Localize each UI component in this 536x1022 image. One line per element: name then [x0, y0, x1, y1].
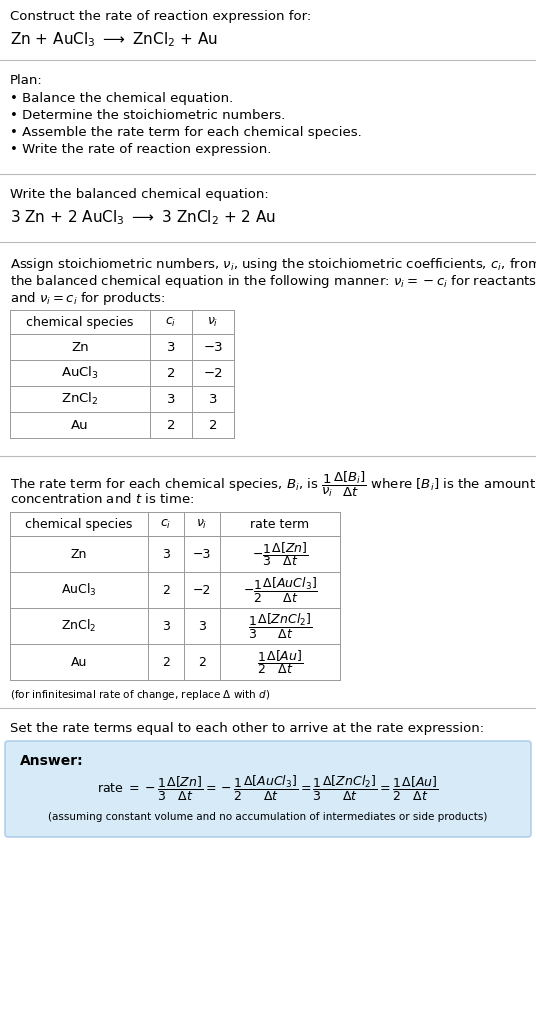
Text: $-\dfrac{1}{3}\dfrac{\Delta[Zn]}{\Delta t}$: $-\dfrac{1}{3}\dfrac{\Delta[Zn]}{\Delta … — [251, 540, 308, 568]
Text: −3: −3 — [193, 548, 211, 560]
Text: • Assemble the rate term for each chemical species.: • Assemble the rate term for each chemic… — [10, 126, 362, 139]
Text: concentration and $t$ is time:: concentration and $t$ is time: — [10, 492, 194, 506]
Text: ZnCl$_2$: ZnCl$_2$ — [61, 618, 96, 634]
Text: −2: −2 — [193, 584, 211, 597]
Text: $c_i$: $c_i$ — [166, 316, 177, 328]
Text: Answer:: Answer: — [20, 754, 84, 768]
Text: rate term: rate term — [250, 517, 310, 530]
Text: $\nu_i$: $\nu_i$ — [207, 316, 219, 328]
Text: 3: 3 — [162, 548, 170, 560]
Text: and $\nu_i = c_i$ for products:: and $\nu_i = c_i$ for products: — [10, 290, 166, 307]
Text: AuCl$_3$: AuCl$_3$ — [61, 365, 99, 381]
Text: −2: −2 — [203, 367, 223, 379]
Text: 2: 2 — [162, 584, 170, 597]
Text: chemical species: chemical species — [26, 316, 133, 328]
Text: $\nu_i$: $\nu_i$ — [196, 517, 207, 530]
FancyBboxPatch shape — [5, 741, 531, 837]
Text: Write the balanced chemical equation:: Write the balanced chemical equation: — [10, 188, 269, 201]
Text: the balanced chemical equation in the following manner: $\nu_i = -c_i$ for react: the balanced chemical equation in the fo… — [10, 273, 536, 290]
Text: 2: 2 — [162, 655, 170, 668]
Text: 3: 3 — [209, 392, 217, 406]
Text: (for infinitesimal rate of change, replace Δ with $d$): (for infinitesimal rate of change, repla… — [10, 688, 270, 702]
Text: The rate term for each chemical species, $B_i$, is $\dfrac{1}{\nu_i}\dfrac{\Delt: The rate term for each chemical species,… — [10, 470, 536, 500]
Text: 2: 2 — [209, 418, 217, 431]
Text: ZnCl$_2$: ZnCl$_2$ — [61, 391, 99, 407]
Text: $\dfrac{1}{3}\dfrac{\Delta[ZnCl_2]}{\Delta t}$: $\dfrac{1}{3}\dfrac{\Delta[ZnCl_2]}{\Del… — [248, 611, 312, 641]
Text: • Determine the stoichiometric numbers.: • Determine the stoichiometric numbers. — [10, 109, 285, 122]
Text: 3: 3 — [167, 340, 175, 354]
Text: Zn: Zn — [71, 340, 89, 354]
Text: Zn: Zn — [71, 548, 87, 560]
Text: Au: Au — [71, 418, 89, 431]
Text: Plan:: Plan: — [10, 74, 43, 87]
Text: −3: −3 — [203, 340, 223, 354]
Text: AuCl$_3$: AuCl$_3$ — [61, 582, 97, 598]
Text: 2: 2 — [167, 418, 175, 431]
Text: • Write the rate of reaction expression.: • Write the rate of reaction expression. — [10, 143, 271, 156]
Text: 2: 2 — [198, 655, 206, 668]
Text: rate $= -\dfrac{1}{3}\dfrac{\Delta[Zn]}{\Delta t} = -\dfrac{1}{2}\dfrac{\Delta[A: rate $= -\dfrac{1}{3}\dfrac{\Delta[Zn]}{… — [97, 774, 439, 803]
Text: $\dfrac{1}{2}\dfrac{\Delta[Au]}{\Delta t}$: $\dfrac{1}{2}\dfrac{\Delta[Au]}{\Delta t… — [257, 648, 303, 676]
Text: chemical species: chemical species — [25, 517, 133, 530]
Text: (assuming constant volume and no accumulation of intermediates or side products): (assuming constant volume and no accumul… — [48, 812, 488, 822]
Text: Set the rate terms equal to each other to arrive at the rate expression:: Set the rate terms equal to each other t… — [10, 722, 484, 735]
Text: Assign stoichiometric numbers, $\nu_i$, using the stoichiometric coefficients, $: Assign stoichiometric numbers, $\nu_i$, … — [10, 256, 536, 273]
Text: 3: 3 — [162, 619, 170, 633]
Text: 3 Zn + 2 AuCl$_3$ $\longrightarrow$ 3 ZnCl$_2$ + 2 Au: 3 Zn + 2 AuCl$_3$ $\longrightarrow$ 3 Zn… — [10, 208, 276, 227]
Text: 3: 3 — [167, 392, 175, 406]
Text: Au: Au — [71, 655, 87, 668]
Text: 2: 2 — [167, 367, 175, 379]
Text: Zn + AuCl$_3$ $\longrightarrow$ ZnCl$_2$ + Au: Zn + AuCl$_3$ $\longrightarrow$ ZnCl$_2$… — [10, 30, 218, 49]
Text: $-\dfrac{1}{2}\dfrac{\Delta[AuCl_3]}{\Delta t}$: $-\dfrac{1}{2}\dfrac{\Delta[AuCl_3]}{\De… — [243, 575, 317, 604]
Text: • Balance the chemical equation.: • Balance the chemical equation. — [10, 92, 233, 105]
Text: 3: 3 — [198, 619, 206, 633]
Text: $c_i$: $c_i$ — [160, 517, 172, 530]
Text: Construct the rate of reaction expression for:: Construct the rate of reaction expressio… — [10, 10, 311, 24]
